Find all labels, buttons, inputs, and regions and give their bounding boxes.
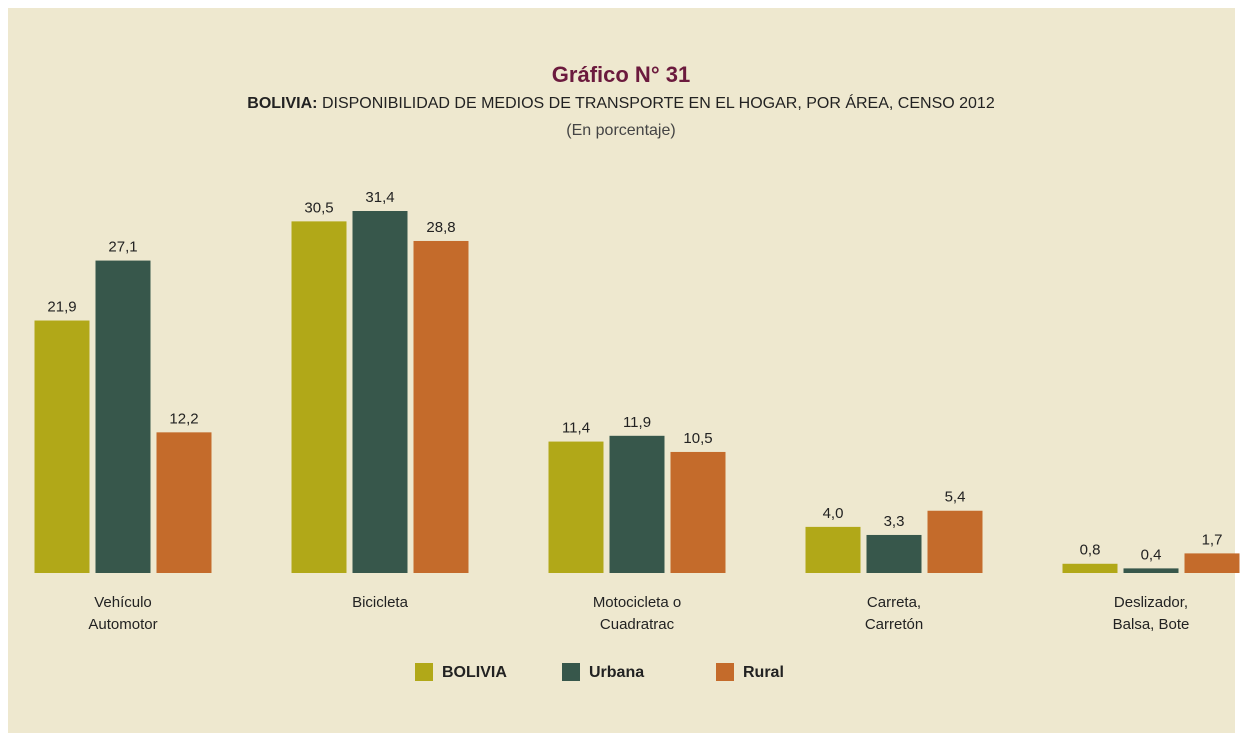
value-label: 5,4 [945,489,966,506]
x-tick-label: Carreta, [867,594,921,611]
value-label: 10,5 [683,430,712,447]
value-label: 27,1 [108,239,137,256]
subtitle-text: DISPONIBILIDAD DE MEDIOS DE TRANSPORTE E… [322,93,995,112]
subtitle-bold: BOLIVIA: [247,95,317,112]
value-label: 31,4 [365,189,394,206]
bar [609,435,665,573]
value-label: 3,3 [884,513,905,530]
x-tick-label: Cuadratrac [600,616,675,633]
legend-swatch [562,663,580,681]
bar [95,260,151,573]
x-tick-label: Deslizador, [1114,594,1188,611]
legend-label: BOLIVIA [442,664,507,681]
bar [413,240,469,573]
value-label: 30,5 [304,199,333,216]
bar [291,221,347,573]
x-tick-label: Balsa, Bote [1113,616,1190,633]
bar [1062,563,1118,573]
bar [670,451,726,573]
value-label: 28,8 [426,219,455,236]
value-label: 0,8 [1080,542,1101,559]
bar [866,534,922,573]
bar [1184,553,1240,573]
background [8,8,1235,733]
legend-swatch [415,663,433,681]
legend-label: Urbana [589,664,644,681]
bar [352,211,408,573]
x-tick-label: Vehículo [94,594,152,611]
bar [156,432,212,573]
x-tick-label: Motocicleta o [593,594,681,611]
bar [805,526,861,573]
x-tick-label: Carretón [865,616,923,633]
value-label: 1,7 [1202,531,1223,548]
value-label: 0,4 [1141,546,1162,563]
bar [1123,568,1179,573]
value-label: 11,9 [623,414,651,431]
bar [34,320,90,573]
value-label: 4,0 [823,505,844,522]
units: (En porcentaje) [566,122,675,139]
value-label: 11,4 [562,420,590,437]
x-tick-label: Bicicleta [352,594,409,611]
chart-subtitle: BOLIVIA: DISPONIBILIDAD DE MEDIOS DE TRA… [247,93,995,112]
x-tick-label: Automotor [88,616,157,633]
legend-swatch [716,663,734,681]
legend-label: Rural [743,664,784,681]
chart-title: Gráfico N° 31 [552,62,690,87]
value-label: 12,2 [169,410,198,427]
value-label: 21,9 [47,298,76,315]
bar [927,510,983,573]
bar [548,441,604,573]
